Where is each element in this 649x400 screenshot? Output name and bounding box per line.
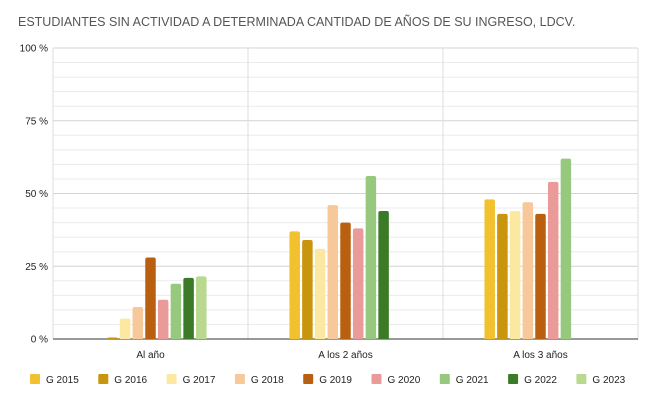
- y-axis-ticks: 0 % 25 % 50 % 75 % 100 %: [20, 44, 48, 346]
- bar[interactable]: [535, 213, 546, 339]
- y-tick-label: 100 %: [20, 44, 48, 55]
- bar[interactable]: [314, 248, 326, 339]
- bar[interactable]: [170, 283, 182, 339]
- legend-label: G 2015: [46, 375, 79, 386]
- legend-label: G 2018: [251, 375, 284, 386]
- legend-swatch: [98, 374, 109, 384]
- legend-label: G 2016: [114, 375, 147, 386]
- bar[interactable]: [560, 158, 572, 339]
- legend-label: G 2023: [592, 375, 625, 386]
- bar[interactable]: [196, 276, 207, 339]
- legend: G 2015 G 2016 G 2017 G 2018 G 2019 G 2020 G 20…: [30, 374, 626, 386]
- legend-item[interactable]: G 2022: [508, 374, 557, 386]
- y-tick-label: 75 %: [25, 116, 48, 127]
- bar[interactable]: [302, 240, 313, 339]
- x-axis-categories: Al año A los 2 años A los 3 años: [136, 350, 567, 361]
- legend-swatch: [303, 374, 314, 384]
- legend-label: G 2020: [388, 375, 421, 386]
- legend-item[interactable]: G 2016: [98, 374, 148, 386]
- bar[interactable]: [132, 306, 144, 339]
- x-category-label: A los 2 años: [318, 350, 372, 361]
- legend-swatch: [439, 374, 450, 384]
- legend-item[interactable]: G 2018: [234, 374, 284, 386]
- legend-item[interactable]: G 2017: [166, 374, 216, 386]
- bar[interactable]: [327, 205, 339, 339]
- legend-item[interactable]: G 2021: [439, 374, 489, 386]
- legend-item[interactable]: G 2015: [30, 374, 79, 386]
- bar[interactable]: [340, 222, 351, 339]
- y-tick-label: 25 %: [25, 262, 48, 273]
- x-category-label: Al año: [136, 350, 165, 361]
- bar[interactable]: [352, 228, 364, 339]
- bar[interactable]: [145, 257, 156, 339]
- legend-swatch: [508, 374, 519, 384]
- legend-swatch: [234, 374, 245, 384]
- legend-label: G 2017: [183, 375, 216, 386]
- legend-swatch: [166, 374, 177, 384]
- y-tick-label: 0 %: [31, 335, 48, 346]
- bar[interactable]: [484, 199, 495, 339]
- bar[interactable]: [497, 213, 508, 339]
- bar[interactable]: [365, 176, 377, 339]
- bars: [107, 158, 572, 339]
- bar[interactable]: [547, 181, 559, 339]
- legend-swatch: [30, 374, 40, 384]
- bar[interactable]: [289, 231, 300, 339]
- bar[interactable]: [378, 210, 389, 339]
- legend-swatch: [576, 374, 587, 384]
- legend-label: G 2022: [524, 375, 557, 386]
- bar[interactable]: [183, 277, 194, 339]
- bar[interactable]: [509, 210, 521, 339]
- bar[interactable]: [119, 318, 131, 339]
- bar[interactable]: [107, 337, 118, 339]
- legend-item[interactable]: G 2020: [371, 374, 421, 386]
- legend-swatch: [371, 374, 382, 384]
- legend-label: G 2021: [456, 375, 489, 386]
- legend-item[interactable]: G 2019: [303, 374, 352, 386]
- y-tick-label: 50 %: [25, 189, 48, 200]
- bar[interactable]: [157, 299, 169, 339]
- legend-label: G 2019: [319, 375, 352, 386]
- legend-item[interactable]: G 2023: [576, 374, 626, 386]
- bar[interactable]: [522, 202, 534, 339]
- x-category-label: A los 3 años: [513, 350, 567, 361]
- chart-title: ESTUDIANTES SIN ACTIVIDAD A DETERMINADA …: [18, 15, 575, 29]
